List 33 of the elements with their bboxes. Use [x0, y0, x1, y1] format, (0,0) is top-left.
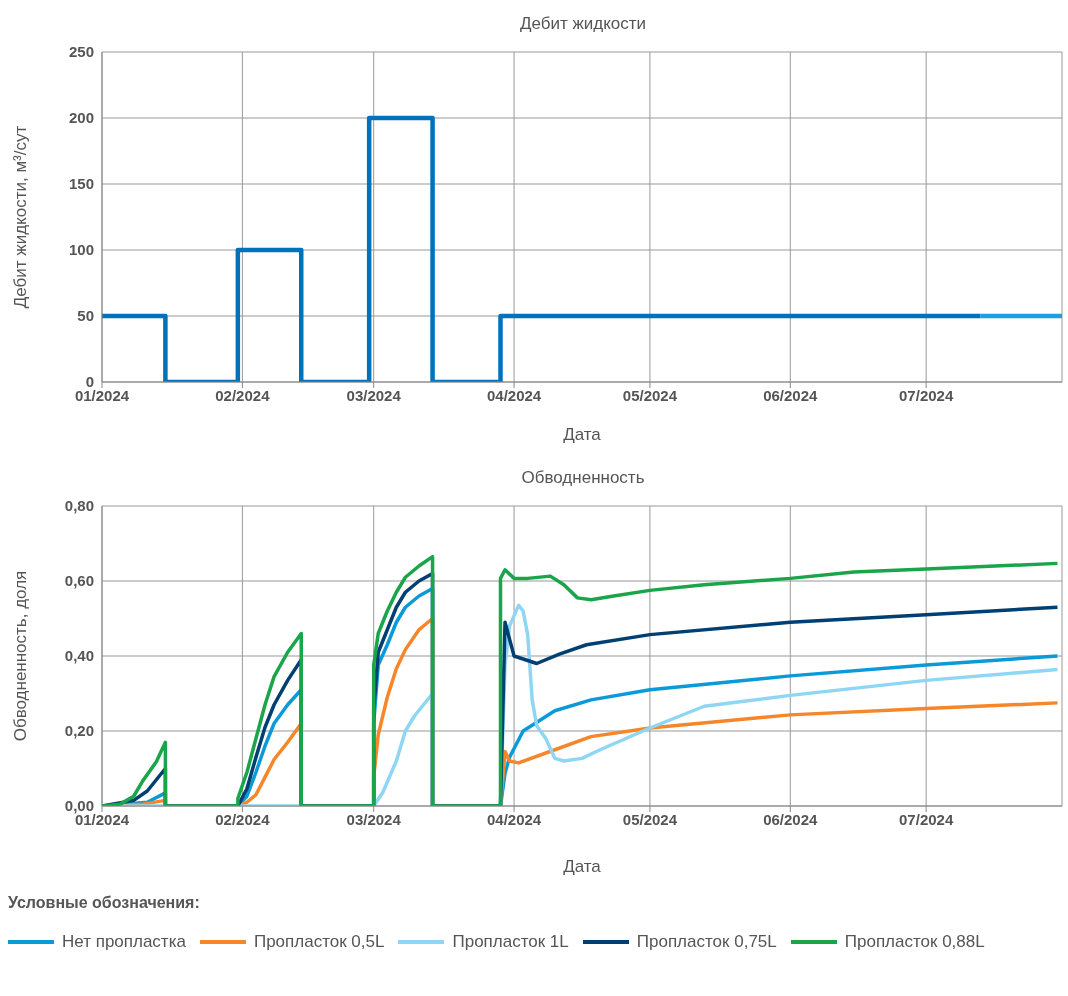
legend-label: Пропласток 1L [452, 932, 569, 952]
y-tick-label: 250 [68, 43, 94, 61]
x-tick-label: 06/2024 [763, 386, 819, 404]
y-axis-title: Обводненность, доля [11, 570, 31, 742]
x-tick-label: 02/2024 [215, 810, 271, 828]
y-tick-label: 0,20 [64, 722, 94, 740]
x-tick-label: 07/2024 [899, 810, 954, 828]
y-tick-label: 100 [68, 241, 94, 259]
x-tick-label: 03/2024 [346, 386, 402, 404]
x-axis-title: Дата [563, 857, 602, 876]
y-axis-title: Дебит жидкости, м³/сут [11, 125, 31, 309]
y-tick-label: 0,40 [64, 647, 94, 665]
legend-label: Пропласток 0,88L [844, 932, 985, 952]
y-tick-label: 0,60 [64, 572, 94, 590]
x-tick-label: 02/2024 [215, 386, 271, 404]
y-tick-label: 50 [77, 307, 94, 325]
x-tick-label: 06/2024 [763, 810, 819, 828]
x-tick-label: 07/2024 [899, 386, 954, 404]
legend-label: Нет пропластка [62, 932, 186, 952]
x-tick-label: 04/2024 [486, 386, 542, 404]
legend-title: Условные обозначения: [8, 894, 201, 912]
chart-title: Дебит жидкости [518, 13, 648, 35]
y-tick-label: 150 [68, 175, 94, 193]
x-tick-label: 04/2024 [486, 810, 542, 828]
y-tick-label: 0,80 [64, 497, 94, 515]
x-axis-title: Дата [563, 425, 602, 444]
chart-title: Обводненность [520, 467, 646, 489]
x-tick-label: 05/2024 [622, 386, 678, 404]
x-tick-label: 03/2024 [346, 810, 402, 828]
y-tick-label: 200 [68, 109, 94, 127]
legend-label: Пропласток 0,75L [636, 932, 777, 952]
x-tick-label: 05/2024 [622, 810, 678, 828]
legend-label: Пропласток 0,5L [253, 932, 385, 952]
